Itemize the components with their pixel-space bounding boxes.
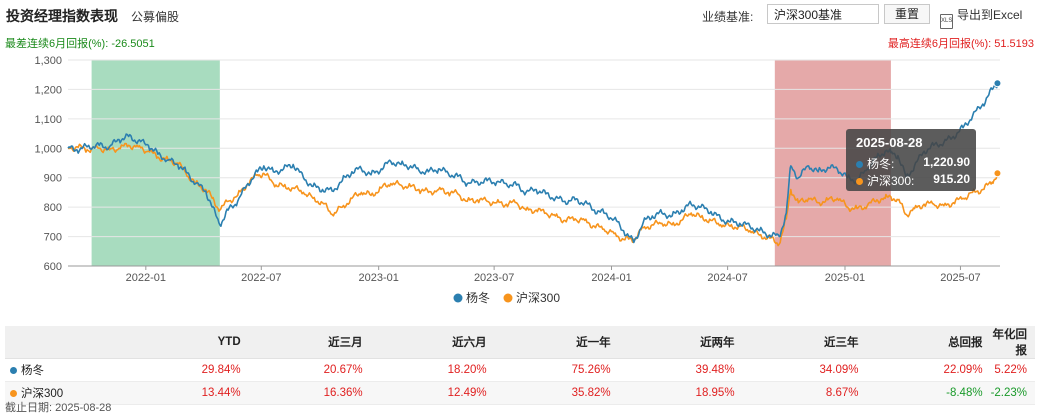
- tooltip-date: 2025-08-28: [856, 135, 923, 150]
- worst-period-band: [91, 60, 220, 266]
- legend-label: 沪深300: [516, 291, 560, 305]
- row-name-cell: 沪深300: [5, 381, 129, 405]
- manager-dot-icon: [856, 161, 863, 168]
- row-name-cell: 杨冬: [5, 358, 129, 382]
- tooltip-series-name: 杨冬:: [867, 157, 895, 171]
- table-cell: 29.84%: [128, 358, 249, 382]
- y-tick-label: 1,200: [34, 84, 62, 96]
- column-header: 总回报: [866, 326, 991, 359]
- table-cell: 35.82%: [494, 381, 619, 405]
- manager-dot-icon: [10, 367, 17, 374]
- worst-6m-return: 最差连续6月回报(%): -26.5051: [5, 38, 155, 50]
- performance-chart[interactable]: 600 700 800 900 1,000 1,100 1,200 1,300 2022-01…: [0, 48, 1040, 320]
- tooltip-series-name: 沪深300:: [867, 174, 915, 188]
- table-row: 沪深300 13.44% 16.36% 12.49% 35.82% 18.95%…: [5, 381, 1035, 405]
- tooltip-series-value: 915.20: [933, 172, 970, 186]
- returns-table: YTD 近三月 近六月 近一年 近两年 近三年 总回报 年化回报 杨冬 29.8…: [5, 326, 1035, 405]
- manager-last-point: [993, 79, 1002, 88]
- table-cell: 18.20%: [370, 358, 495, 382]
- table-cell: 20.67%: [248, 358, 371, 382]
- chart-tooltip: 2025-08-28 杨冬: 1,220.90 沪深300: 915.20: [846, 129, 976, 191]
- y-tick-label: 1,000: [34, 143, 62, 155]
- table-cell: 75.26%: [494, 358, 619, 382]
- tooltip-series-value: 1,220.90: [923, 155, 970, 169]
- benchmark-dot-icon: [10, 390, 17, 397]
- x-tick-label: 2022-01: [126, 272, 166, 284]
- excel-icon: XLS: [940, 14, 953, 29]
- y-tick-label: 1,300: [34, 55, 62, 67]
- y-tick-label: 1,100: [34, 114, 62, 126]
- export-excel-label: 导出到Excel: [957, 8, 1023, 22]
- x-tick-label: 2023-01: [358, 272, 398, 284]
- export-excel-button[interactable]: XLS 导出到Excel: [940, 6, 1023, 29]
- y-tick-label: 800: [44, 202, 62, 214]
- x-tick-label: 2022-07: [241, 272, 281, 284]
- table-cell: 22.09%: [866, 358, 991, 382]
- y-tick-label: 900: [44, 173, 62, 185]
- as-of-date: 截止日期: 2025-08-28: [5, 402, 112, 414]
- table-cell: 8.67%: [742, 381, 867, 405]
- benchmark-label: 业绩基准:: [702, 10, 754, 24]
- column-header: 年化回报: [990, 326, 1035, 359]
- column-header: 近一年: [494, 326, 619, 359]
- table-cell: 34.09%: [742, 358, 867, 382]
- column-header: 近三月: [248, 326, 371, 359]
- table-row: 杨冬 29.84% 20.67% 18.20% 75.26% 39.48% 34…: [5, 358, 1035, 382]
- column-header: 近三年: [742, 326, 867, 359]
- x-tick-label: 2023-07: [474, 272, 514, 284]
- y-tick-label: 700: [44, 232, 62, 244]
- tooltip-row-manager: 杨冬: 1,220.90: [856, 155, 970, 171]
- x-tick-label: 2024-01: [591, 272, 631, 284]
- column-header: 近六月: [370, 326, 495, 359]
- benchmark-select[interactable]: 沪深300基准: [767, 4, 879, 24]
- x-tick-label: 2025-07: [940, 272, 980, 284]
- column-header: 近两年: [618, 326, 743, 359]
- x-tick-label: 2025-01: [825, 272, 865, 284]
- table-cell: 16.36%: [248, 381, 371, 405]
- table-cell: 5.22%: [990, 358, 1035, 382]
- benchmark-dot-icon: [856, 178, 863, 185]
- legend-benchmark-icon: [503, 293, 513, 303]
- best-6m-return: 最高连续6月回报(%): 51.5193: [887, 38, 1034, 50]
- x-tick-label: 2024-07: [707, 272, 747, 284]
- benchmark-last-point: [993, 169, 1002, 178]
- row-name: 杨冬: [21, 365, 44, 377]
- column-header: [5, 326, 129, 359]
- column-header: YTD: [128, 326, 249, 359]
- fund-category-label: 公募偏股: [131, 10, 180, 24]
- y-tick-label: 600: [44, 261, 62, 273]
- page-title: 投资经理指数表现: [6, 8, 118, 24]
- table-cell: 12.49%: [370, 381, 495, 405]
- reset-button[interactable]: 重置: [884, 4, 930, 24]
- benchmark-series-line: [67, 142, 999, 247]
- header-bar: 投资经理指数表现 公募偏股 业绩基准: 沪深300基准 重置 XLS 导出到Exc…: [0, 0, 1040, 32]
- table-cell: -8.48%: [866, 381, 991, 405]
- table-cell: -2.23%: [990, 381, 1035, 405]
- legend-label: 杨冬: [466, 290, 490, 305]
- table-cell: 13.44%: [128, 381, 249, 405]
- tooltip-row-benchmark: 沪深300: 915.20: [856, 172, 970, 188]
- table-cell: 18.95%: [618, 381, 743, 405]
- table-header-row: YTD 近三月 近六月 近一年 近两年 近三年 总回报 年化回报: [5, 326, 1035, 359]
- row-name: 沪深300: [21, 388, 64, 400]
- table-cell: 39.48%: [618, 358, 743, 382]
- legend-manager-icon: [453, 293, 463, 303]
